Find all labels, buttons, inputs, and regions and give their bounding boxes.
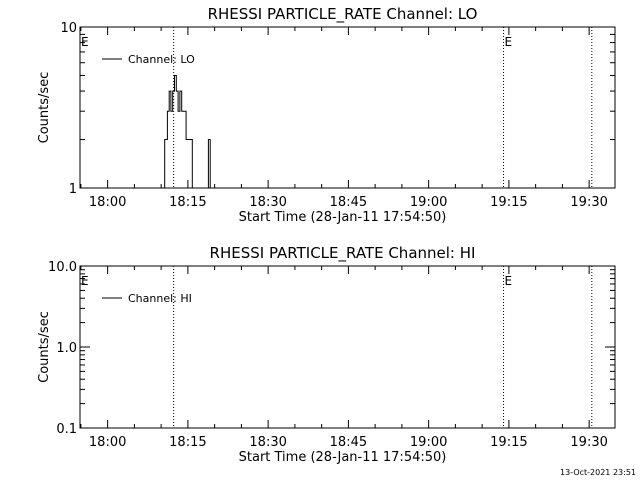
x-tick-label: 19:15 xyxy=(490,195,527,210)
x-tick-label: 18:00 xyxy=(89,195,126,210)
series-line xyxy=(162,75,211,189)
x-axis-label: Start Time (28-Jan-11 17:54:50) xyxy=(239,450,447,465)
timestamp: 13-Oct-2021 23:51 xyxy=(560,468,636,477)
edge-event-label: E xyxy=(81,274,89,288)
x-tick-label: 18:30 xyxy=(249,435,286,450)
x-tick-label: 18:30 xyxy=(249,195,286,210)
plot-frame xyxy=(79,265,616,429)
x-tick-label: 18:45 xyxy=(330,195,367,210)
chart-title: RHESSI PARTICLE_RATE Channel: HI xyxy=(210,244,476,263)
x-tick-label: 18:15 xyxy=(169,195,206,210)
x-tick-label: 19:15 xyxy=(490,435,527,450)
x-tick-label: 19:30 xyxy=(570,435,607,450)
x-tick-label: 19:00 xyxy=(410,195,447,210)
y-tick-label: 1 xyxy=(69,182,77,197)
plot-frame xyxy=(79,26,616,189)
y-axis-label: Counts/sec xyxy=(37,311,52,383)
event-label: E xyxy=(505,35,513,49)
legend-label: Channel: HI xyxy=(128,292,192,305)
x-tick-label: 18:45 xyxy=(330,435,367,450)
y-tick-label: 0.1 xyxy=(56,422,77,437)
y-tick-label: 10 xyxy=(60,21,77,36)
legend-label: Channel: LO xyxy=(128,53,195,66)
chart-title: RHESSI PARTICLE_RATE Channel: LO xyxy=(208,5,478,24)
y-tick-label: 10.0 xyxy=(48,260,77,275)
y-axis-label: Counts/sec xyxy=(37,72,52,144)
x-tick-label: 18:00 xyxy=(89,435,126,450)
x-tick-label: 19:00 xyxy=(410,435,447,450)
y-tick-label: 1.0 xyxy=(56,341,77,356)
edge-event-label: E xyxy=(81,35,89,49)
x-tick-label: 18:15 xyxy=(169,435,206,450)
x-axis-label: Start Time (28-Jan-11 17:54:50) xyxy=(239,210,447,225)
x-tick-label: 19:30 xyxy=(570,195,607,210)
event-label: E xyxy=(505,274,513,288)
